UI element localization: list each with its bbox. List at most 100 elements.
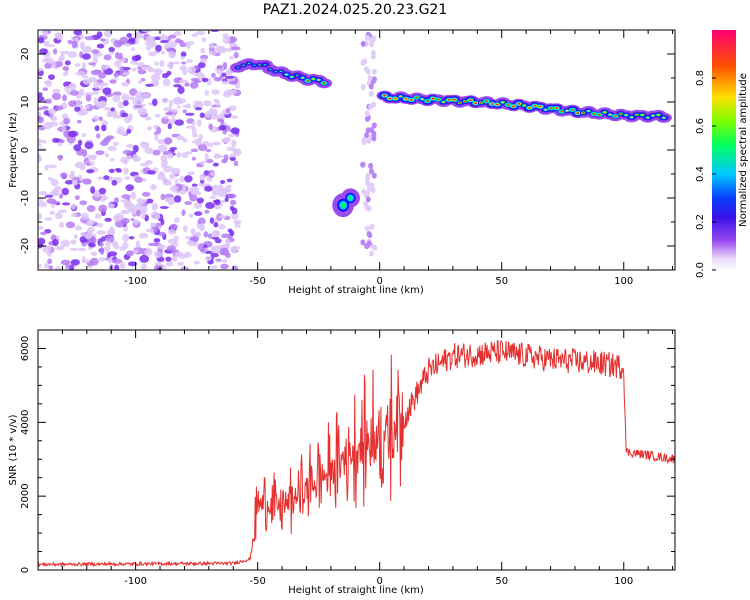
speckle-mark — [212, 162, 219, 167]
streak-mark — [367, 75, 373, 81]
speckle-mark — [38, 212, 43, 221]
speckle-mark — [60, 239, 70, 248]
colorbar-ticks: 0.0 0.2 0.4 0.6 0.8 — [695, 70, 716, 278]
speckle-mark — [58, 154, 63, 161]
speckle-mark — [172, 61, 180, 65]
speckle-mark — [82, 78, 92, 85]
ridge-mark — [657, 114, 660, 116]
speckle-mark — [121, 217, 130, 224]
speckle-mark — [147, 126, 152, 131]
snr-x-ticks: -100 -50 0 50 100 — [61, 330, 674, 587]
streak-mark — [361, 139, 367, 146]
speckle-mark — [190, 148, 198, 153]
streak-mark — [360, 161, 366, 168]
speckle-mark — [48, 108, 56, 115]
speckle-mark — [96, 43, 105, 49]
speckle-mark — [85, 94, 92, 102]
speckle-mark — [201, 37, 207, 43]
speckle-mark — [54, 212, 63, 220]
speckle-mark — [52, 88, 61, 94]
speckle-mark — [73, 144, 82, 152]
speckle-mark — [121, 93, 130, 102]
speckle-mark — [109, 226, 115, 235]
speckle-mark — [229, 157, 236, 161]
speckle-mark — [38, 154, 41, 162]
speckle-mark — [191, 33, 198, 38]
speckle-mark — [86, 205, 96, 212]
speckle-mark — [193, 260, 200, 265]
colorbar-tick-label: 0.6 — [695, 118, 706, 134]
speckle-mark — [223, 136, 231, 142]
speckle-mark — [180, 51, 187, 57]
speckle-mark — [220, 180, 226, 184]
speckle-mark — [70, 239, 77, 245]
speckle-mark — [165, 261, 174, 267]
ridge-mark — [415, 96, 419, 99]
speckle-mark — [91, 49, 100, 54]
ridge-mark — [236, 66, 240, 69]
speckle-mark — [162, 73, 169, 79]
speckle-mark — [69, 264, 75, 270]
speckle-mark — [152, 98, 158, 107]
speckle-mark — [177, 86, 185, 95]
speckle-mark — [114, 52, 120, 59]
speckle-mark — [199, 112, 205, 119]
speckle-mark — [200, 223, 205, 230]
speckle-mark — [213, 230, 220, 238]
speckle-mark — [184, 82, 190, 87]
speckle-mark — [100, 236, 106, 242]
speckle-mark — [203, 101, 212, 107]
speckle-mark — [93, 97, 99, 105]
speckle-mark — [132, 153, 139, 161]
speckle-mark — [45, 79, 52, 88]
speckle-mark — [86, 162, 91, 166]
speckle-mark — [123, 167, 129, 175]
speckle-mark — [71, 203, 76, 210]
snr-background — [38, 330, 675, 570]
speckle-mark — [69, 247, 79, 251]
ridge-mark — [252, 64, 256, 67]
speckle-mark — [195, 231, 201, 238]
speckle-mark — [161, 159, 169, 166]
speckle-mark — [98, 187, 107, 195]
speckle-mark — [218, 224, 226, 230]
speckle-mark — [52, 238, 59, 247]
speckle-mark — [169, 40, 177, 49]
speckle-mark — [185, 235, 191, 240]
spectrogram-image — [38, 30, 672, 270]
speckle-mark — [87, 226, 95, 234]
speckle-mark — [181, 209, 186, 216]
speckle-mark — [193, 80, 202, 83]
speckle-mark — [146, 198, 154, 204]
speckle-mark — [93, 81, 100, 90]
ridge-mark — [624, 114, 628, 116]
speckle-mark — [43, 99, 52, 104]
speckle-mark — [125, 184, 134, 192]
speckle-mark — [130, 191, 137, 200]
speckle-mark — [208, 43, 215, 49]
speckle-mark — [126, 250, 134, 257]
speckle-mark — [101, 124, 107, 132]
colorbar-tick-label: 0.8 — [695, 70, 706, 86]
speckle-mark — [186, 43, 191, 49]
speckle-mark — [142, 142, 150, 148]
speckle-mark — [59, 50, 70, 55]
speckle-mark — [179, 42, 188, 48]
speckle-mark — [224, 196, 229, 202]
streak-mark — [364, 132, 370, 139]
spectrogram-x-label: Height of straight line (km) — [288, 285, 424, 296]
speckle-mark — [182, 68, 188, 76]
ridge-mark — [597, 113, 601, 116]
colorbar-tick-label: 0.2 — [695, 214, 706, 230]
speckle-mark — [38, 263, 42, 268]
speckle-mark — [74, 195, 80, 201]
speckle-mark — [109, 79, 117, 84]
speckle-mark — [84, 232, 92, 240]
ridge-mark — [404, 98, 408, 100]
speckle-mark — [38, 237, 46, 245]
streak-mark — [368, 162, 374, 169]
speckle-mark — [114, 264, 120, 270]
speckle-mark — [178, 79, 188, 84]
speckle-mark — [233, 148, 242, 157]
speckle-mark — [123, 100, 129, 107]
